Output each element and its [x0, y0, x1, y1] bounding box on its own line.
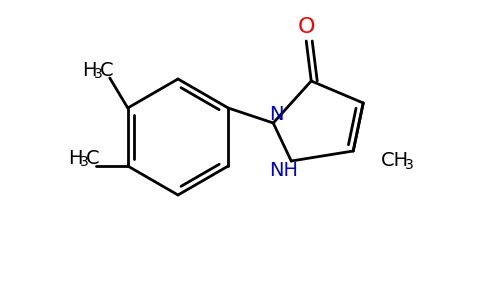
Text: 3: 3: [80, 155, 89, 169]
Text: 3: 3: [94, 67, 103, 81]
Text: C: C: [100, 61, 113, 80]
Text: O: O: [298, 17, 315, 37]
Text: C: C: [86, 148, 99, 167]
Text: H: H: [68, 148, 82, 167]
Text: H: H: [82, 61, 96, 80]
Text: NH: NH: [269, 161, 298, 181]
Text: 3: 3: [405, 158, 414, 172]
Text: CH: CH: [381, 152, 409, 170]
Text: N: N: [269, 106, 284, 124]
